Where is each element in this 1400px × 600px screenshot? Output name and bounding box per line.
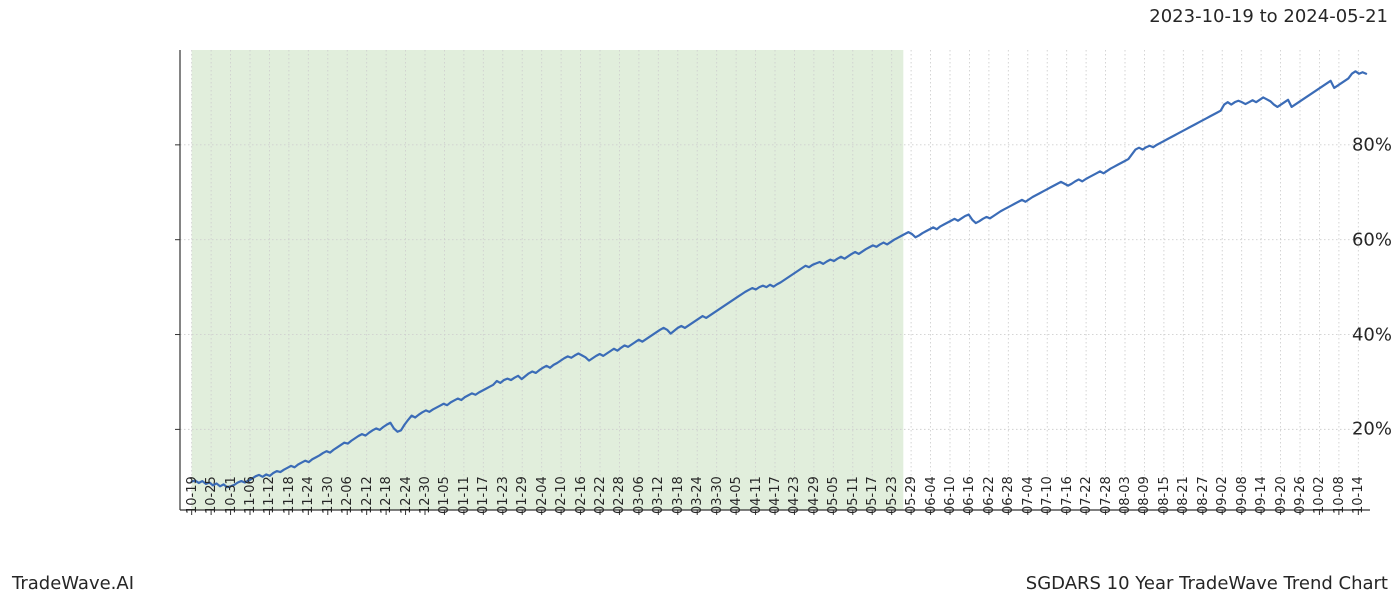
- x-tick-label: 06-22: [982, 476, 997, 518]
- x-tick-label: 09-20: [1274, 476, 1289, 518]
- x-tick-label: 05-29: [904, 476, 919, 518]
- x-tick-label: 07-10: [1040, 476, 1055, 518]
- x-tick-label: 10-14: [1351, 476, 1366, 518]
- x-tick-label: 10-31: [224, 476, 239, 518]
- x-tick-label: 02-28: [612, 476, 627, 518]
- x-tick-label: 11-12: [262, 476, 277, 518]
- x-tick-label: 09-08: [1235, 476, 1250, 518]
- x-tick-label: 12-18: [379, 476, 394, 518]
- x-tick-label: 05-05: [826, 476, 841, 518]
- y-tick-label: 40%: [1218, 324, 1400, 345]
- x-tick-label: 11-18: [282, 476, 297, 518]
- x-tick-label: 10-19: [185, 476, 200, 518]
- x-tick-label: 12-06: [340, 476, 355, 518]
- x-tick-label: 03-12: [651, 476, 666, 518]
- x-tick-label: 01-17: [476, 476, 491, 518]
- x-tick-label: 02-22: [593, 476, 608, 518]
- x-tick-label: 08-15: [1157, 476, 1172, 518]
- x-tick-label: 01-23: [496, 476, 511, 518]
- x-tick-label: 04-17: [768, 476, 783, 518]
- x-tick-label: 08-21: [1176, 476, 1191, 518]
- x-tick-label: 03-24: [690, 476, 705, 518]
- x-tick-label: 07-28: [1099, 476, 1114, 518]
- x-tick-label: 03-06: [632, 476, 647, 518]
- x-tick-label: 01-05: [437, 476, 452, 518]
- x-tick-label: 02-04: [535, 476, 550, 518]
- y-tick-label: 60%: [1218, 229, 1400, 250]
- y-tick-label: 80%: [1218, 134, 1400, 155]
- x-tick-label: 09-14: [1254, 476, 1269, 518]
- x-tick-label: 01-11: [457, 476, 472, 518]
- x-tick-label: 05-17: [865, 476, 880, 518]
- x-tick-label: 04-23: [787, 476, 802, 518]
- x-tick-label: 06-16: [962, 476, 977, 518]
- x-tick-label: 02-16: [574, 476, 589, 518]
- x-tick-label: 03-18: [671, 476, 686, 518]
- x-tick-label: 05-23: [885, 476, 900, 518]
- x-tick-label: 10-08: [1332, 476, 1347, 518]
- x-tick-label: 08-09: [1137, 476, 1152, 518]
- y-tick-label: 20%: [1218, 419, 1400, 440]
- x-tick-label: 08-03: [1118, 476, 1133, 518]
- x-tick-label: 12-30: [418, 476, 433, 518]
- x-tick-label: 05-11: [846, 476, 861, 518]
- x-tick-label: 11-24: [301, 476, 316, 518]
- x-tick-label: 07-04: [1021, 476, 1036, 518]
- x-tick-label: 03-30: [710, 476, 725, 518]
- x-tick-label: 10-25: [204, 476, 219, 518]
- x-tick-label: 08-27: [1196, 476, 1211, 518]
- x-tick-label: 12-12: [360, 476, 375, 518]
- x-tick-label: 01-29: [515, 476, 530, 518]
- x-tick-label: 04-11: [749, 476, 764, 518]
- chart-container: { "layout": { "canvas_width": 1400, "can…: [0, 0, 1400, 600]
- x-tick-label: 09-02: [1215, 476, 1230, 518]
- x-tick-label: 10-02: [1312, 476, 1327, 518]
- x-tick-label: 06-10: [943, 476, 958, 518]
- x-tick-label: 12-24: [399, 476, 414, 518]
- x-tick-label: 07-16: [1060, 476, 1075, 518]
- x-tick-label: 07-22: [1079, 476, 1094, 518]
- x-tick-label: 11-30: [321, 476, 336, 518]
- x-tick-label: 04-29: [807, 476, 822, 518]
- x-tick-label: 04-05: [729, 476, 744, 518]
- x-tick-label: 11-06: [243, 476, 258, 518]
- x-tick-label: 09-26: [1293, 476, 1308, 518]
- x-tick-label: 06-28: [1001, 476, 1016, 518]
- x-tick-label: 02-10: [554, 476, 569, 518]
- x-tick-label: 06-04: [924, 476, 939, 518]
